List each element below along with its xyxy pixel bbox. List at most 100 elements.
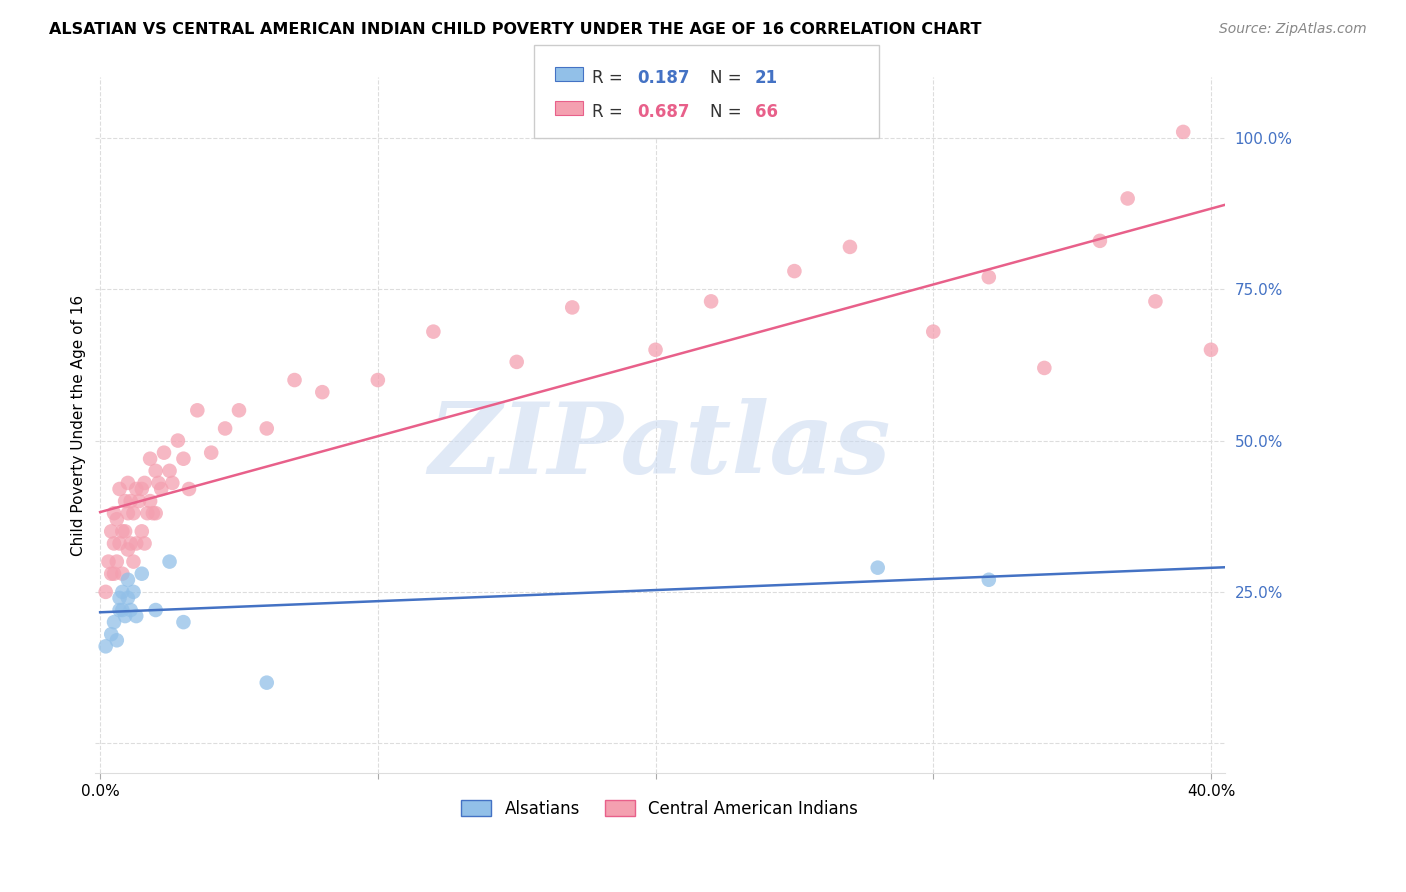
Point (256, 421, 278, 435)
Point (105, 555, 128, 569)
Point (228, 403, 250, 417)
Text: 21: 21 (755, 69, 778, 87)
Point (117, 591, 139, 605)
Text: N =: N = (710, 103, 747, 120)
Point (145, 464, 167, 478)
Point (94, 640, 117, 654)
Point (131, 482, 153, 496)
Point (145, 603, 167, 617)
Point (150, 482, 173, 496)
Point (125, 482, 148, 496)
Point (128, 494, 150, 508)
Point (114, 494, 136, 508)
Point (256, 675, 278, 690)
Point (136, 506, 159, 520)
Point (162, 475, 184, 490)
Point (120, 494, 142, 508)
Text: Source: ZipAtlas.com: Source: ZipAtlas.com (1219, 22, 1367, 37)
Point (111, 524, 134, 539)
Point (311, 385, 333, 400)
Point (117, 506, 139, 520)
Point (700, 294, 723, 309)
Point (172, 615, 194, 629)
Point (148, 475, 170, 490)
Point (172, 451, 194, 466)
Y-axis label: Child Poverty Under the Age of 16: Child Poverty Under the Age of 16 (72, 295, 86, 556)
Point (283, 373, 305, 387)
Point (1116, 192, 1139, 206)
Point (139, 451, 162, 466)
Point (105, 512, 128, 526)
Text: 0.687: 0.687 (637, 103, 689, 120)
Point (111, 585, 134, 599)
Point (139, 494, 162, 508)
Point (839, 240, 862, 254)
Point (122, 555, 145, 569)
Point (1033, 360, 1056, 375)
Point (117, 475, 139, 490)
Point (125, 536, 148, 550)
Text: 0.187: 0.187 (637, 69, 689, 87)
Point (1173, 125, 1195, 139)
Point (108, 603, 131, 617)
Point (167, 434, 190, 448)
Text: 66: 66 (755, 103, 778, 120)
Point (422, 325, 444, 339)
Point (505, 355, 527, 369)
Text: R =: R = (592, 103, 628, 120)
Point (120, 603, 142, 617)
Point (177, 482, 200, 496)
Point (111, 566, 134, 581)
Text: R =: R = (592, 69, 628, 87)
Point (100, 627, 122, 641)
Point (94, 585, 117, 599)
Text: ALSATIAN VS CENTRAL AMERICAN INDIAN CHILD POVERTY UNDER THE AGE OF 16 CORRELATIO: ALSATIAN VS CENTRAL AMERICAN INDIAN CHIL… (49, 22, 981, 37)
Point (214, 421, 236, 435)
Point (108, 591, 131, 605)
Point (117, 542, 139, 557)
Point (145, 506, 167, 520)
Point (644, 343, 666, 357)
Point (131, 566, 153, 581)
Point (100, 524, 122, 539)
Point (134, 536, 156, 550)
Point (100, 566, 122, 581)
Point (103, 536, 125, 550)
Point (153, 445, 176, 459)
Legend: Alsatians, Central American Indians: Alsatians, Central American Indians (454, 793, 865, 824)
Point (159, 464, 181, 478)
Point (866, 560, 889, 574)
Point (97, 555, 120, 569)
Point (105, 633, 128, 648)
Point (922, 325, 945, 339)
Point (783, 264, 806, 278)
Point (561, 301, 583, 315)
Point (122, 585, 145, 599)
Point (111, 603, 134, 617)
Point (200, 445, 222, 459)
Point (131, 524, 153, 539)
Text: ZIPatlas: ZIPatlas (429, 398, 891, 494)
Point (1199, 343, 1222, 357)
Point (125, 609, 148, 624)
Point (977, 573, 1000, 587)
Point (114, 524, 136, 539)
Point (1144, 294, 1167, 309)
Point (120, 536, 142, 550)
Point (117, 573, 139, 587)
Text: N =: N = (710, 69, 747, 87)
Point (122, 506, 145, 520)
Point (1088, 234, 1111, 248)
Point (108, 536, 131, 550)
Point (108, 482, 131, 496)
Point (134, 475, 156, 490)
Point (367, 373, 389, 387)
Point (103, 506, 125, 520)
Point (114, 609, 136, 624)
Point (103, 615, 125, 629)
Point (977, 270, 1000, 285)
Point (103, 566, 125, 581)
Point (142, 506, 165, 520)
Point (186, 403, 208, 417)
Point (159, 555, 181, 569)
